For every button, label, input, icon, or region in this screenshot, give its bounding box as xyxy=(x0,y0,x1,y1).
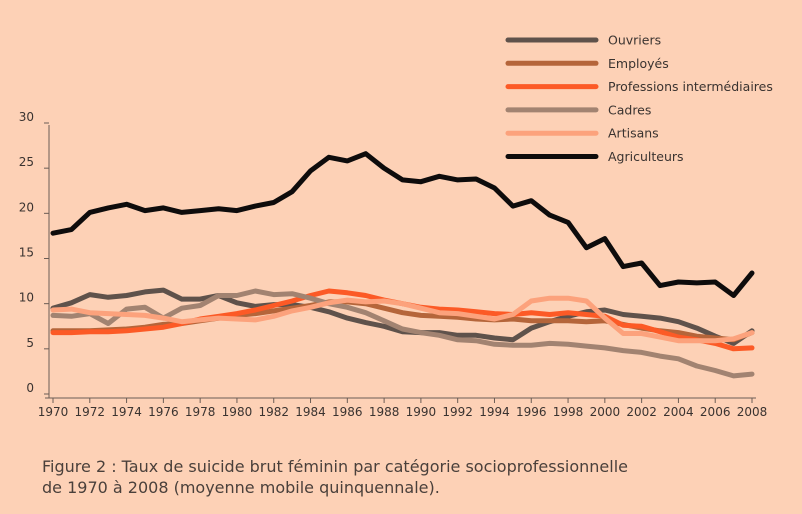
figure-caption: Figure 2 : Taux de suicide brut féminin … xyxy=(42,456,782,498)
y-tick-label: 25 xyxy=(19,155,34,169)
x-tick-label: 1998 xyxy=(553,405,584,419)
legend-label: Agriculteurs xyxy=(608,149,684,164)
y-tick-label: 30 xyxy=(19,110,34,124)
x-tick-label: 2000 xyxy=(590,405,621,419)
x-tick-label: 1996 xyxy=(516,405,547,419)
x-tick-label: 2008 xyxy=(737,405,768,419)
y-tick-label: 15 xyxy=(19,246,34,260)
x-tick-label: 1980 xyxy=(222,405,253,419)
legend-label: Cadres xyxy=(608,102,651,117)
x-tick-label: 2004 xyxy=(663,405,694,419)
y-tick-label: 10 xyxy=(19,291,34,305)
y-tick-label: 0 xyxy=(26,381,34,395)
x-tick-label: 1984 xyxy=(295,405,326,419)
x-tick-label: 2006 xyxy=(700,405,731,419)
legend-label: Artisans xyxy=(608,126,659,141)
x-tick-label: 2002 xyxy=(626,405,657,419)
x-tick-label: 1970 xyxy=(38,405,69,419)
series-line-ouvriers xyxy=(50,287,755,346)
x-tick-label: 1982 xyxy=(258,405,289,419)
legend-label: Professions intermédiaires xyxy=(608,79,773,94)
x-tick-label: 1990 xyxy=(406,405,437,419)
x-tick-label: 1992 xyxy=(442,405,473,419)
x-tick-label: 1978 xyxy=(185,405,216,419)
series-line-professions-intermédiaires xyxy=(50,288,755,352)
caption-line-2: de 1970 à 2008 (moyenne mobile quinquenn… xyxy=(42,478,440,497)
x-tick-label: 1976 xyxy=(148,405,179,419)
legend-label: Ouvriers xyxy=(608,33,661,48)
x-tick-label: 1974 xyxy=(111,405,142,419)
legend-label: Employés xyxy=(608,56,669,71)
chart-axes: 0 5 10 15 20 25 30 1970 1972 1974 1976 1978 1980 1982… xyxy=(19,110,768,419)
series-line-agriculteurs xyxy=(50,151,755,298)
series-line-cadres xyxy=(50,288,755,379)
y-tick-label: 5 xyxy=(26,336,34,350)
x-tick-label: 1988 xyxy=(369,405,400,419)
caption-line-1: Figure 2 : Taux de suicide brut féminin … xyxy=(42,457,629,476)
line-chart: 0 5 10 15 20 25 30 1970 1972 1974 1976 1978 1980 1982… xyxy=(19,33,773,420)
y-tick-label: 20 xyxy=(19,200,34,214)
series-line-artisans xyxy=(50,295,755,344)
chart-series-lines xyxy=(50,151,755,379)
x-tick-label: 1994 xyxy=(479,405,510,419)
x-tick-label: 1986 xyxy=(332,405,363,419)
x-tick-label: 1972 xyxy=(75,405,106,419)
chart-legend: Ouvriers Employés Professions intermédiair… xyxy=(505,33,773,164)
